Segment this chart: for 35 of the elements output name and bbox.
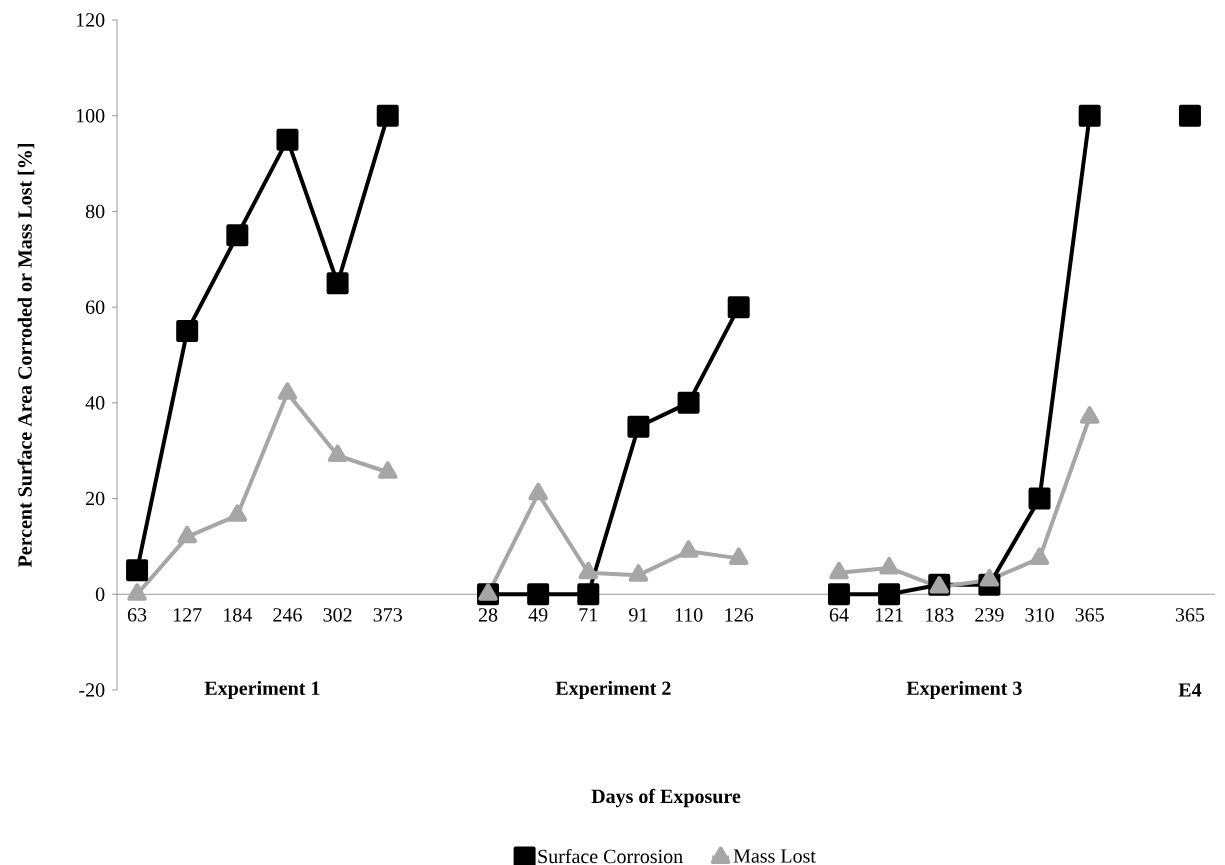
x-tick-label: 71	[579, 608, 598, 622]
x-tick-label: 246	[273, 608, 302, 622]
y-tick-label: 120	[76, 13, 105, 27]
x-tick-label: 239	[975, 608, 1004, 622]
x-tick-label: 110	[675, 608, 703, 622]
x-tick-label: 126	[725, 608, 754, 622]
annotation: E4	[1178, 683, 1202, 697]
x-tick-label: 28	[478, 608, 498, 622]
annotation: Experiment 3	[906, 680, 1022, 700]
x-tick-label: 63	[127, 608, 147, 622]
y-axis-title: Percent Surface Area Corroded or Mass Lost [%]	[17, 144, 35, 568]
annotation: Experiment 1	[204, 680, 320, 700]
x-tick-label: 310	[1025, 608, 1054, 622]
x-tick-label: 183	[926, 608, 954, 622]
y-tick-label: 40	[85, 396, 105, 410]
y-tick-label: -20	[79, 683, 105, 697]
x-tick-label: 91	[629, 608, 648, 622]
y-tick-label: 60	[85, 300, 105, 314]
y-tick-label: 20	[86, 491, 105, 506]
x-tick-label: 365	[1175, 608, 1205, 622]
y-tick-label: 100	[76, 108, 105, 123]
y-tick-label: 0	[95, 587, 105, 602]
y-tick-label: 80	[85, 204, 105, 219]
x-axis-title: Days of Exposure	[591, 788, 741, 808]
legend-label: Surface Corrosion	[538, 848, 683, 864]
x-tick-label: 127	[173, 608, 202, 622]
x-tick-label: 121	[875, 608, 903, 622]
x-tick-label: 373	[373, 608, 402, 622]
annotation: Experiment 2	[555, 680, 671, 700]
x-tick-label: 184	[224, 608, 253, 622]
legend-label: Mass Lost	[733, 849, 816, 863]
x-tick-label: 302	[323, 608, 352, 622]
x-tick-label: 49	[528, 608, 548, 622]
x-tick-label: 64	[829, 608, 849, 622]
x-tick-label: 365	[1075, 608, 1104, 622]
